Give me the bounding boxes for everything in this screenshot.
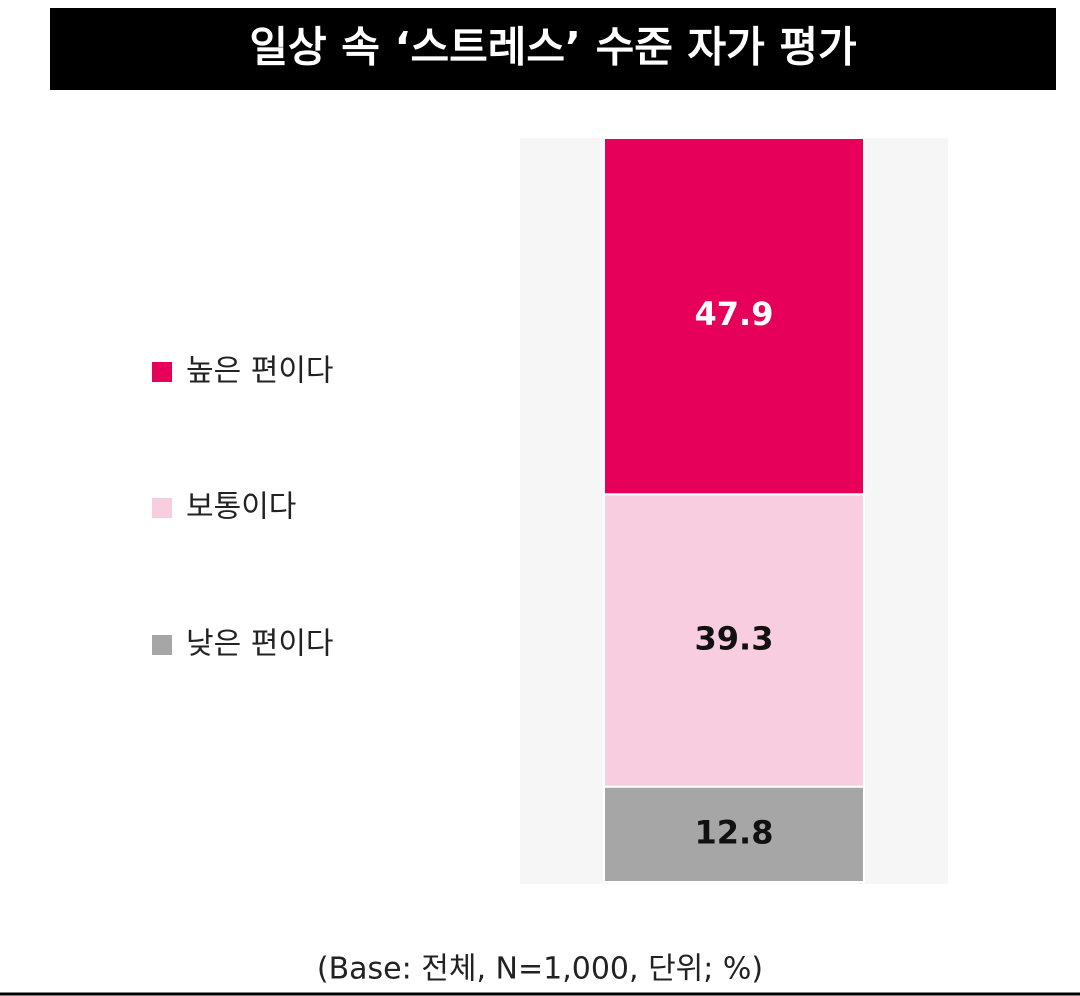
legend-label: 높은 편이다 [186,354,334,389]
bar-segment [603,493,865,788]
legend-swatch [152,498,172,518]
chart-title: 일상 속 ‘스트레스’ 수준 자가 평가 [249,23,856,72]
data-label: 12.8 [695,813,774,851]
bar-segment [603,785,865,884]
legend-swatch [152,635,172,655]
footnote: (Base: 전체, N=1,000, 단위; %) [317,952,763,987]
data-label: 39.3 [695,620,774,658]
legend-label: 낮은 편이다 [186,627,334,662]
legend-swatch [152,362,172,382]
data-label: 47.9 [695,295,774,333]
legend-label: 보통이다 [186,490,296,525]
title-bar [50,8,1056,90]
